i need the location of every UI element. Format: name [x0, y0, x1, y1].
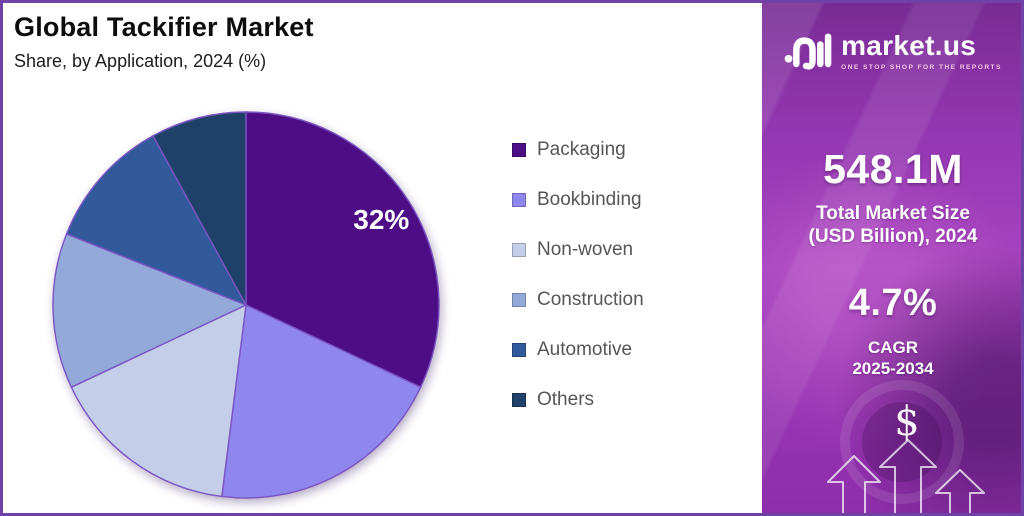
legend-item: Non-woven: [512, 239, 644, 260]
legend-swatch-construction: [512, 292, 526, 307]
market-size-value: 548.1M: [823, 146, 963, 192]
chart-header: Global Tackifier Market Share, by Applic…: [14, 12, 314, 72]
legend-item: Construction: [512, 289, 644, 310]
legend-label: Packaging: [537, 138, 626, 160]
brand-tagline: ONE STOP SHOP FOR THE REPORTS: [841, 63, 1002, 71]
brand-text-block: market.us ONE STOP SHOP FOR THE REPORTS: [841, 29, 1002, 71]
market-us-logo-icon: [784, 33, 832, 70]
legend-swatch-packaging: [512, 142, 526, 157]
pie-slice-packaging: [245, 111, 440, 388]
legend-label: Non-woven: [537, 238, 634, 260]
cagr-label-line2: 2025-2034: [852, 358, 934, 378]
legend-item: Bookbinding: [512, 189, 644, 210]
market-size-label: Total Market Size (USD Billion), 2024: [762, 202, 1024, 248]
legend-label: Automotive: [537, 338, 633, 360]
legend-item: Others: [512, 389, 644, 410]
pie-chart: 32%: [33, 92, 459, 516]
pie-slice-non-woven: [70, 304, 247, 498]
chart-title: Global Tackifier Market: [14, 12, 314, 42]
brand-logo: market.us ONE STOP SHOP FOR THE REPORTS: [762, 30, 1024, 72]
pie-slice-automotive: [65, 135, 247, 306]
pie-slice-construction: [52, 233, 247, 388]
legend-swatch-non-woven: [512, 242, 526, 257]
legend-item: Automotive: [512, 339, 644, 360]
brand-sidebar: market.us ONE STOP SHOP FOR THE REPORTS …: [762, 0, 1024, 516]
market-size-label-line2: (USD Billion), 2024: [808, 226, 978, 248]
cagr-label-line1: CAGR: [867, 338, 919, 357]
legend-label: Bookbinding: [537, 188, 642, 210]
dollar-icon: $: [894, 399, 920, 445]
brand-name: market.us: [841, 29, 977, 61]
chart-subtitle: Share, by Application, 2024 (%): [14, 51, 267, 71]
pie-chart-svg: 32%: [52, 111, 440, 499]
legend-swatch-others: [512, 392, 526, 407]
cagr-label: CAGR 2025-2034: [762, 338, 1024, 379]
cagr-value: 4.7%: [848, 282, 938, 324]
growth-arrows-icon: [827, 380, 985, 516]
market-size-label-line1: Total Market Size: [816, 203, 970, 224]
legend-item: Packaging: [512, 139, 644, 160]
chart-legend: Packaging Bookbinding Non-woven Construc…: [512, 139, 644, 439]
pie-slice-bookbinding: [221, 304, 422, 499]
legend-swatch-automotive: [512, 342, 526, 357]
pie-slice-others: [152, 111, 247, 306]
legend-label: Construction: [537, 288, 644, 310]
legend-label: Others: [537, 388, 595, 410]
legend-swatch-bookbinding: [512, 192, 526, 207]
pie-slice-label: 32%: [353, 204, 409, 235]
